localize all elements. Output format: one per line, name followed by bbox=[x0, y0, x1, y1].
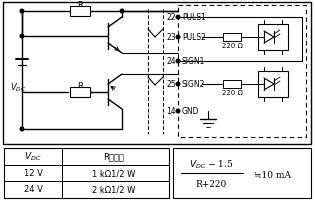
Bar bbox=[258, 72, 288, 98]
Text: SIGN1: SIGN1 bbox=[182, 57, 205, 66]
Text: R+220: R+220 bbox=[195, 180, 226, 188]
Bar bbox=[4, 148, 169, 198]
Text: $V_{DC}$: $V_{DC}$ bbox=[10, 81, 26, 94]
Circle shape bbox=[20, 35, 24, 39]
Text: GND: GND bbox=[182, 107, 199, 116]
Bar bbox=[70, 88, 90, 98]
Text: ≒10 mA: ≒10 mA bbox=[255, 170, 291, 179]
Circle shape bbox=[176, 36, 180, 40]
Bar bbox=[70, 7, 90, 17]
Text: 1 kΩ1/2 W: 1 kΩ1/2 W bbox=[92, 169, 136, 178]
Text: PULS1: PULS1 bbox=[182, 13, 206, 22]
Text: 220 Ω: 220 Ω bbox=[221, 90, 243, 95]
Text: 24 V: 24 V bbox=[24, 185, 43, 194]
Bar bbox=[223, 81, 241, 89]
Circle shape bbox=[176, 16, 180, 20]
Circle shape bbox=[176, 60, 180, 63]
Circle shape bbox=[176, 83, 180, 86]
Text: 24: 24 bbox=[166, 57, 176, 66]
Text: R: R bbox=[77, 1, 83, 10]
Text: R: R bbox=[77, 82, 83, 91]
Text: 220 Ω: 220 Ω bbox=[221, 43, 243, 49]
Bar bbox=[223, 34, 241, 42]
Text: PULS2: PULS2 bbox=[182, 33, 206, 42]
Bar bbox=[3, 3, 311, 144]
Text: $V_{DC}$: $V_{DC}$ bbox=[24, 150, 42, 162]
Bar bbox=[173, 148, 311, 198]
Circle shape bbox=[120, 10, 124, 14]
Text: Rの仕様: Rの仕様 bbox=[104, 152, 124, 161]
Bar bbox=[178, 6, 306, 137]
Text: 14: 14 bbox=[166, 107, 176, 116]
Bar bbox=[258, 25, 288, 51]
Text: 12 V: 12 V bbox=[24, 169, 43, 178]
Circle shape bbox=[20, 10, 24, 14]
Circle shape bbox=[20, 128, 24, 131]
Text: 22: 22 bbox=[167, 13, 176, 22]
Circle shape bbox=[176, 110, 180, 113]
Text: $V_{DC}$ − 1.5: $V_{DC}$ − 1.5 bbox=[189, 158, 233, 170]
Text: 25: 25 bbox=[166, 80, 176, 89]
Text: 2 kΩ1/2 W: 2 kΩ1/2 W bbox=[92, 185, 136, 194]
Text: SIGN2: SIGN2 bbox=[182, 80, 205, 89]
Text: 23: 23 bbox=[166, 33, 176, 42]
